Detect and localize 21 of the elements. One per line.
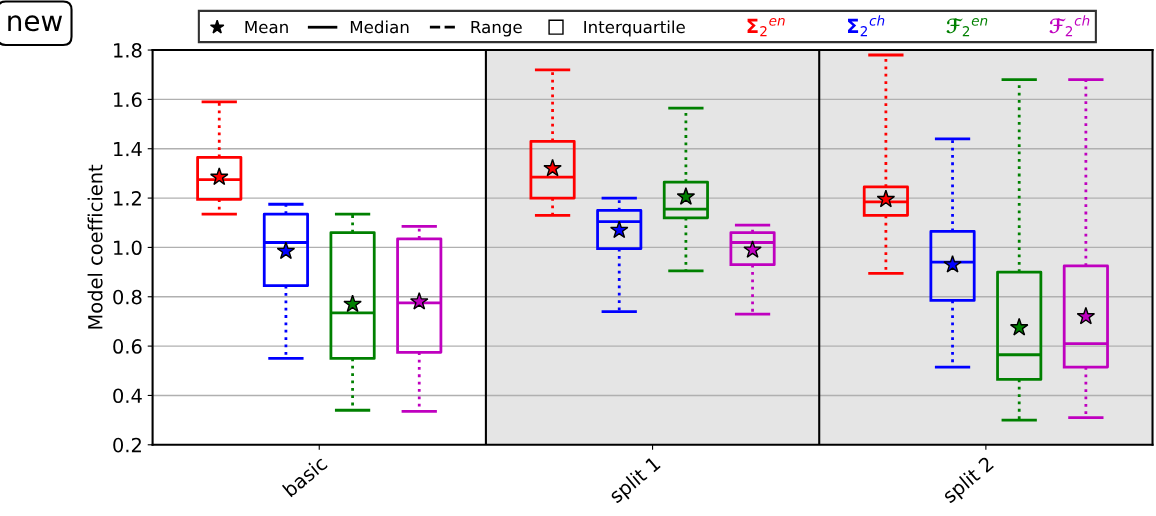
y-tick-label: 0.8 [113, 289, 142, 305]
text: Median [350, 20, 409, 34]
y-tick-label: 0.6 [113, 339, 142, 354]
x-tick-label: split 1 [607, 455, 664, 507]
text: ℱ$_{2}$$^{ch}$ [1049, 15, 1090, 37]
y-axis-title: Model coefficient [87, 164, 103, 329]
y-tick-label: 1.8 [114, 43, 142, 58]
y-tick-label: 0.4 [113, 388, 142, 404]
text: Σ$_{2}$$^{ch}$ [848, 15, 885, 37]
text: Range [471, 20, 522, 37]
y-tick-label: 1.0 [114, 240, 142, 256]
y-tick-label: 1.2 [114, 191, 141, 206]
text: Mean [245, 20, 288, 34]
text: Σ$_{2}$$^{en}$ [747, 17, 785, 37]
x-tick-label: split 2 [941, 455, 997, 507]
y-tick-label: 1.4 [114, 141, 142, 157]
text: ℱ$_{2}$$^{en}$ [946, 17, 988, 37]
text: Interquartile [584, 20, 685, 37]
text: new [8, 15, 63, 32]
y-tick-label: 1.6 [114, 92, 142, 108]
y-tick-label: 0.2 [113, 437, 141, 453]
